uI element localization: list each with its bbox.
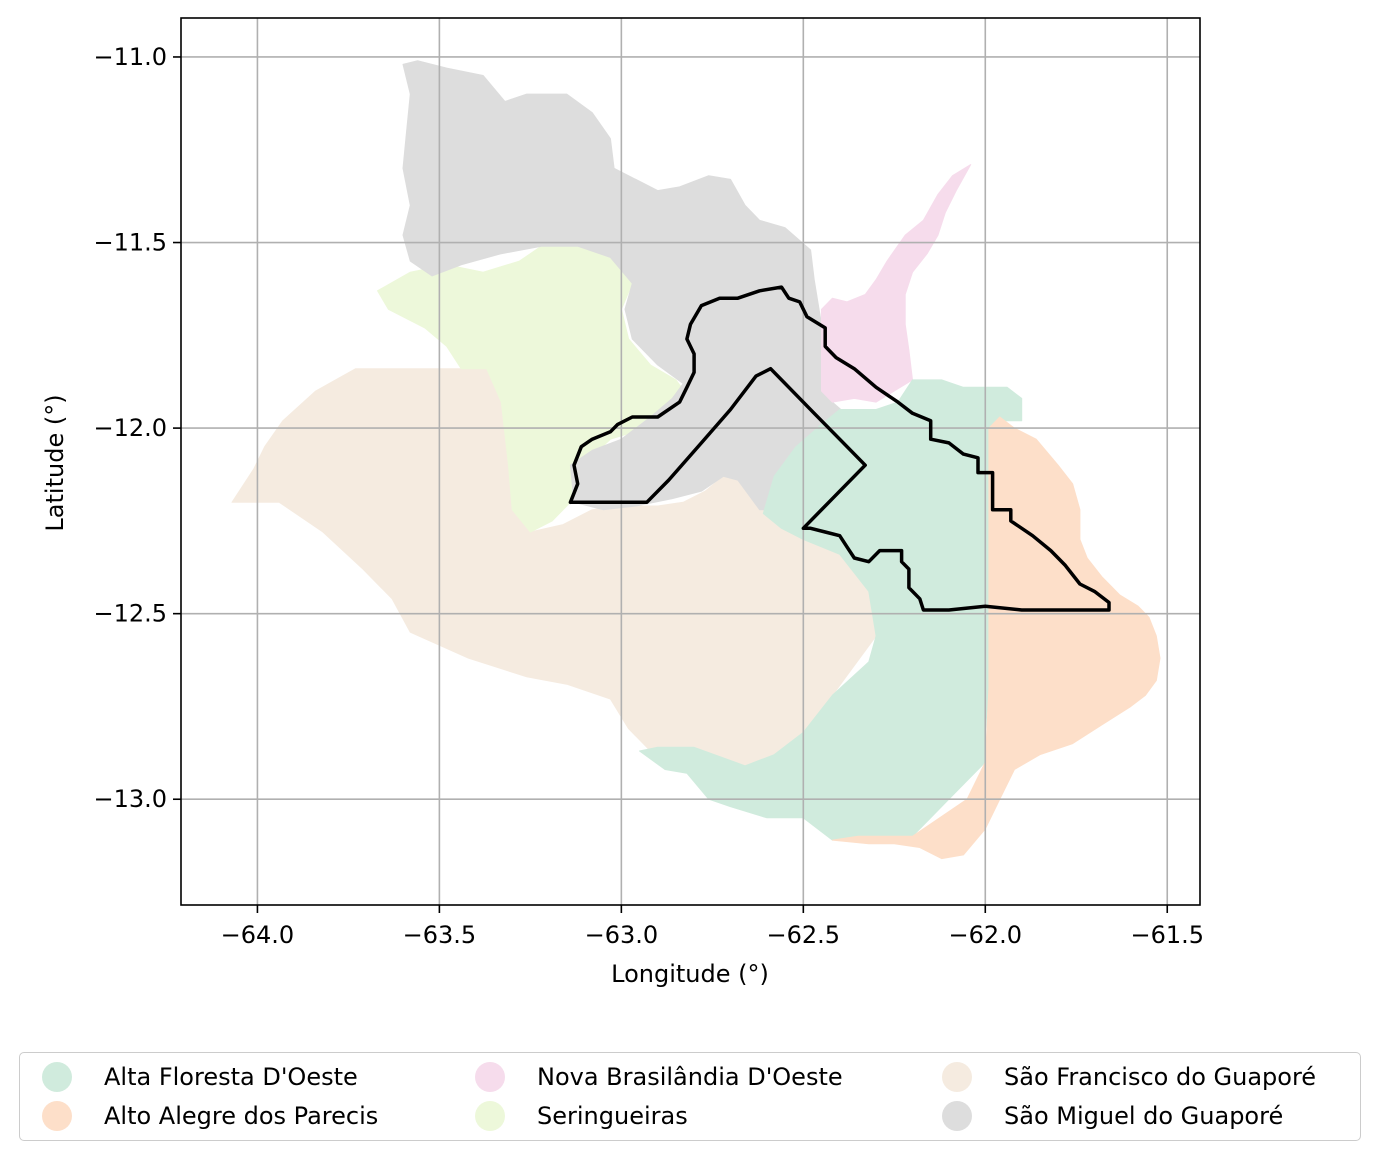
- region-seringueiras: [377, 245, 688, 533]
- axes-frame: [180, 17, 1201, 906]
- y-tick-label: −11.0: [93, 43, 167, 71]
- legend-marker: [42, 1101, 72, 1131]
- legend-item: Alta Floresta D'Oeste: [42, 1062, 358, 1092]
- legend-item: São Francisco do Guaporé: [942, 1062, 1316, 1092]
- region-nova-brasilandia-d-oeste: [821, 164, 972, 403]
- grid-layer: [181, 18, 1200, 905]
- legend-item: Seringueiras: [475, 1101, 688, 1131]
- legend-marker: [942, 1101, 972, 1131]
- legend-label: São Francisco do Guaporé: [1004, 1063, 1317, 1091]
- y-tick-label: −11.5: [93, 229, 167, 257]
- boundary-outline: [568, 285, 1111, 612]
- x-tick-label: −61.5: [1130, 921, 1204, 949]
- outline-layer: [568, 285, 1111, 612]
- legend-label: Alto Alegre dos Parecis: [104, 1102, 379, 1130]
- legend-marker: [942, 1062, 972, 1092]
- x-tick-label: −64.0: [221, 921, 295, 949]
- legend: Alta Floresta D'Oeste Alto Alegre dos Pa…: [19, 1052, 1361, 1141]
- legend-label: São Miguel do Guaporé: [1004, 1102, 1284, 1130]
- legend-label: Alta Floresta D'Oeste: [104, 1063, 358, 1091]
- map-figure: −64.0 −63.5 −63.0 −62.5 −62.0 −61.5 −11.0 −11.5…: [41, 17, 1204, 988]
- regions-layer: [231, 60, 1161, 860]
- ticks-layer: −64.0 −63.5 −63.0 −62.5 −62.0 −61.5 −11.0 −11.5…: [93, 43, 1204, 949]
- y-tick-label: −13.0: [93, 785, 167, 813]
- region-sao-miguel-do-guapore: [402, 60, 859, 511]
- region-alto-alegre-dos-parecis: [831, 416, 1161, 860]
- legend-marker: [42, 1062, 72, 1092]
- legend-label: Seringueiras: [537, 1102, 688, 1130]
- x-tick-label: −62.5: [767, 921, 841, 949]
- x-tick-label: −63.0: [585, 921, 659, 949]
- x-tick-label: −63.5: [403, 921, 477, 949]
- legend-marker: [475, 1101, 505, 1131]
- legend-item: Nova Brasilândia D'Oeste: [475, 1062, 843, 1092]
- x-axis-label: Longitude (°): [611, 960, 769, 988]
- legend-label: Nova Brasilândia D'Oeste: [537, 1063, 843, 1091]
- y-tick-label: −12.0: [93, 414, 167, 442]
- x-tick-label: −62.0: [949, 921, 1023, 949]
- legend-item: Alto Alegre dos Parecis: [42, 1101, 378, 1131]
- legend-marker: [475, 1062, 505, 1092]
- y-tick-label: −12.5: [93, 600, 167, 628]
- legend-item: São Miguel do Guaporé: [942, 1101, 1283, 1131]
- y-axis-label: Latitude (°): [41, 394, 69, 531]
